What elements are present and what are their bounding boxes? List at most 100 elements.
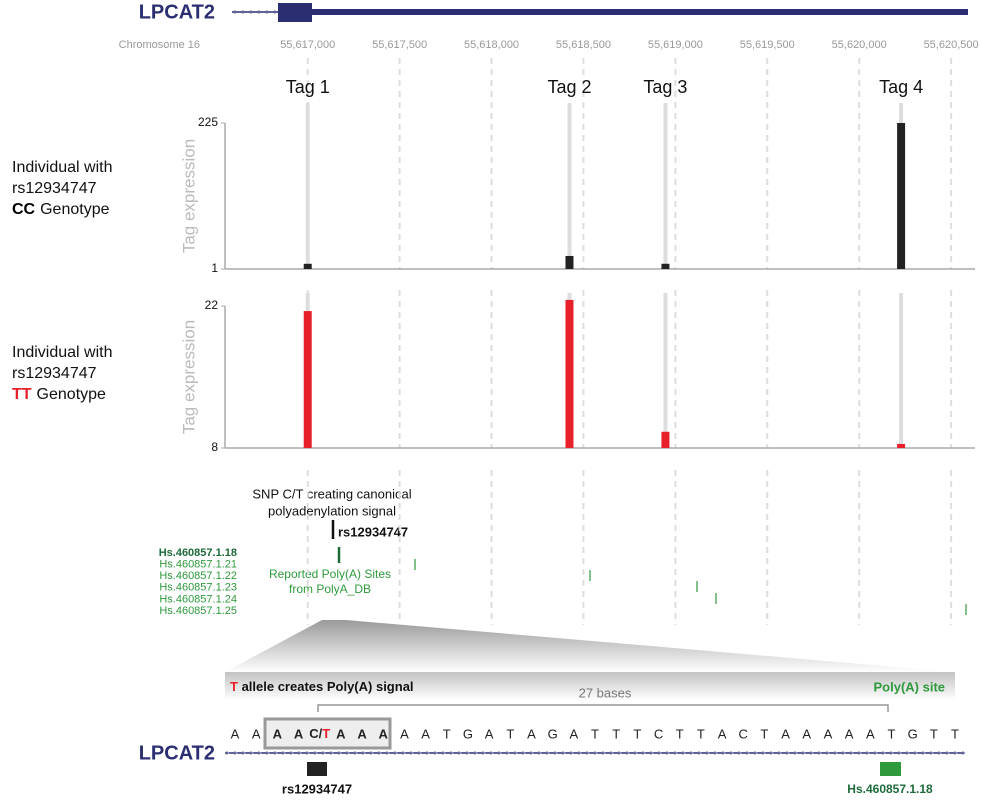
bar [565, 299, 574, 448]
base: T [951, 726, 959, 741]
zoom-wedge [225, 620, 955, 672]
y-axis-label: Tag expression [179, 320, 198, 434]
y-tick-label: 1 [211, 261, 218, 275]
snp-note: polyadenylation signal [268, 503, 396, 518]
genotype-suffix: Genotype [40, 201, 109, 218]
x-tick-label: 55,620,000 [832, 39, 887, 51]
base: A [294, 726, 304, 741]
base: A [845, 726, 854, 741]
site-box [880, 762, 901, 776]
base: A [718, 726, 727, 741]
site-label: Hs.460857.1.22 [159, 570, 237, 582]
signal-box [263, 717, 392, 750]
gene-name: LPCAT2 [139, 1, 215, 23]
chromosome-label: Chromosome 16 [119, 39, 200, 51]
base: T [443, 726, 451, 741]
zoom-right: Poly(A) site [873, 679, 945, 694]
bar [565, 255, 574, 269]
genotype: CC [12, 201, 36, 218]
exon [278, 3, 312, 22]
base: G [548, 726, 558, 741]
base: A [252, 726, 261, 741]
alt-base: T [322, 726, 330, 741]
x-tick-label: 55,617,000 [280, 39, 335, 51]
base: A [824, 726, 833, 741]
row-label: Individual with [12, 344, 113, 361]
zoom-left: T allele creates Poly(A) signal [230, 679, 414, 694]
site-list: Hs.460857.1.18Hs.460857.1.21Hs.460857.1.… [159, 547, 237, 617]
base: A [781, 726, 790, 741]
bar [897, 443, 906, 448]
base: T [591, 726, 599, 741]
base: A [527, 726, 536, 741]
distance-bracket [317, 704, 889, 712]
base: A [357, 726, 367, 741]
x-tick-label: 55,619,500 [740, 39, 795, 51]
sequence: A A A A C/T A A A A A T G A T A G A T T T C T T A C T A A A A A T G T T [231, 726, 959, 741]
zoom-band [225, 672, 955, 700]
gene-name: LPCAT2 [139, 742, 215, 764]
y-axis-label: Tag expression [179, 139, 198, 253]
base: T [760, 726, 768, 741]
base: G [908, 726, 918, 741]
row-label: CC Genotype [12, 201, 110, 218]
site-label: Hs.460857.1.21 [159, 559, 237, 571]
y-tick-label: 22 [205, 298, 219, 312]
genotype-suffix: Genotype [37, 386, 106, 403]
site-id: Hs.460857.1.18 [847, 782, 933, 796]
strand-arrows [225, 751, 965, 755]
base: A [866, 726, 875, 741]
tag-label: Tag 3 [643, 77, 687, 97]
site-label: Hs.460857.1.24 [159, 593, 237, 605]
base: A [231, 726, 240, 741]
x-tick-label: 55,618,500 [556, 39, 611, 51]
bar [661, 431, 670, 448]
base: A [569, 726, 578, 741]
base: C [739, 726, 748, 741]
distance-label: 27 bases [579, 685, 632, 700]
allele: T [230, 679, 238, 694]
y-tick-label: 225 [198, 115, 218, 129]
row-label: rs12934747 [12, 180, 97, 197]
sites-note: from PolyA_DB [289, 582, 371, 596]
row-label: rs12934747 [12, 365, 97, 382]
base: T [506, 726, 514, 741]
base: A [336, 726, 346, 741]
snp-id: rs12934747 [338, 524, 408, 539]
base: T [930, 726, 938, 741]
base: G [463, 726, 473, 741]
base: A [400, 726, 409, 741]
tag-label: Tag 1 [286, 77, 330, 97]
base: A [379, 726, 389, 741]
base: T [612, 726, 620, 741]
x-tick-label: 55,620,500 [924, 39, 979, 51]
site-label: Hs.460857.1.25 [159, 605, 237, 617]
sites-note: Reported Poly(A) Sites [269, 567, 391, 581]
base: A [273, 726, 283, 741]
row-label: TT Genotype [12, 386, 106, 403]
y-tick-label: 8 [211, 440, 218, 454]
base: A [421, 726, 430, 741]
snp-box [307, 762, 327, 776]
site-label: Hs.460857.1.23 [159, 582, 237, 594]
snp-id: rs12934747 [282, 781, 352, 796]
strand-arrows [232, 10, 278, 14]
utr [312, 9, 968, 15]
base: T [697, 726, 705, 741]
base: T [676, 726, 684, 741]
bar [897, 123, 906, 269]
base: A [485, 726, 494, 741]
bar [303, 311, 312, 448]
bar [661, 263, 670, 269]
x-tick-label: 55,619,000 [648, 39, 703, 51]
snp-base: C/T [309, 726, 330, 741]
row-label: Individual with [12, 159, 113, 176]
genotype: TT [12, 386, 32, 403]
snp-note: SNP C/T creating canonical [252, 486, 411, 501]
tag-label: Tag 4 [879, 77, 923, 97]
base: A [802, 726, 811, 741]
allele-text: allele creates Poly(A) signal [238, 679, 414, 694]
tag-label: Tag 2 [547, 77, 591, 97]
